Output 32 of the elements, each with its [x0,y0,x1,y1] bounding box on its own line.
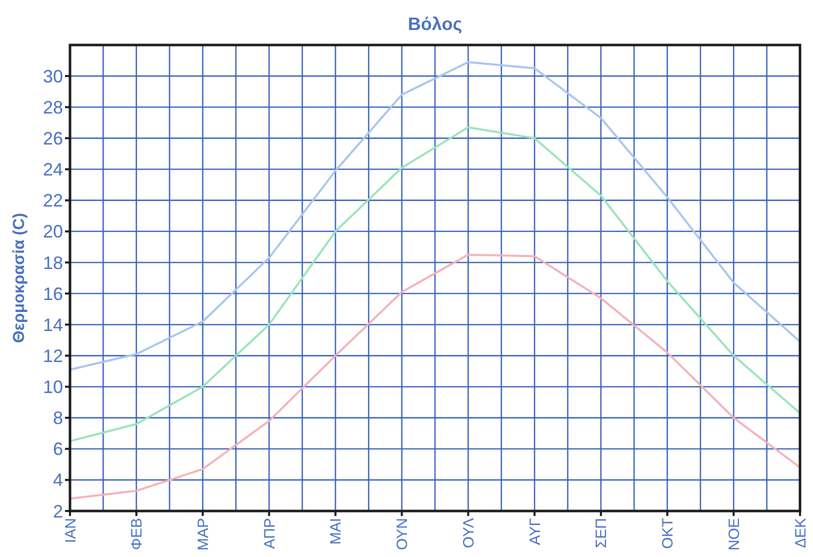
y-tick-label: 10 [42,377,63,398]
y-tick-label: 18 [42,252,63,273]
y-tick-label: 12 [42,346,63,366]
x-tick-label: ΣΕΠ [593,518,610,548]
x-tick-label: ΟΥΝ [394,518,412,550]
y-tick-label: 30 [42,66,63,86]
line-series [69,61,801,371]
y-tick-label: 6 [52,439,63,460]
y-tick-label: 24 [42,160,63,180]
x-tick-label: ΑΥΓ [526,518,544,546]
y-tick-label: 4 [52,470,63,490]
y-tick-label: 2 [52,501,63,522]
x-tick-label: ΑΠΡ [261,518,278,549]
chart-title: Βόλος [408,14,462,34]
x-tick-label: ΙΑΝ [62,518,80,544]
y-tick-label: 20 [42,222,63,242]
x-tick-label: ΟΥΛ [460,518,478,548]
line-series [69,126,801,442]
x-tick-label: ΦΕΒ [128,518,146,550]
y-tick-label: 16 [42,284,63,304]
x-tick-label: ΟΚΤ [660,518,677,549]
y-tick-label: 22 [42,190,63,211]
x-tick-label: ΜΑΙ [328,518,345,545]
y-tick-label: 26 [42,128,63,148]
y-axis-title: Θερμοκρασία (C) [11,212,28,344]
y-tick-label: 28 [42,97,63,118]
y-tick-label: 8 [52,408,63,428]
y-tick-label: 14 [42,314,63,335]
line-series [69,254,801,500]
x-tick-label: ΔΕΚ [792,518,810,548]
x-tick-label: ΝΟΕ [726,518,743,551]
x-tick-label: ΜΑΡ [194,518,212,551]
